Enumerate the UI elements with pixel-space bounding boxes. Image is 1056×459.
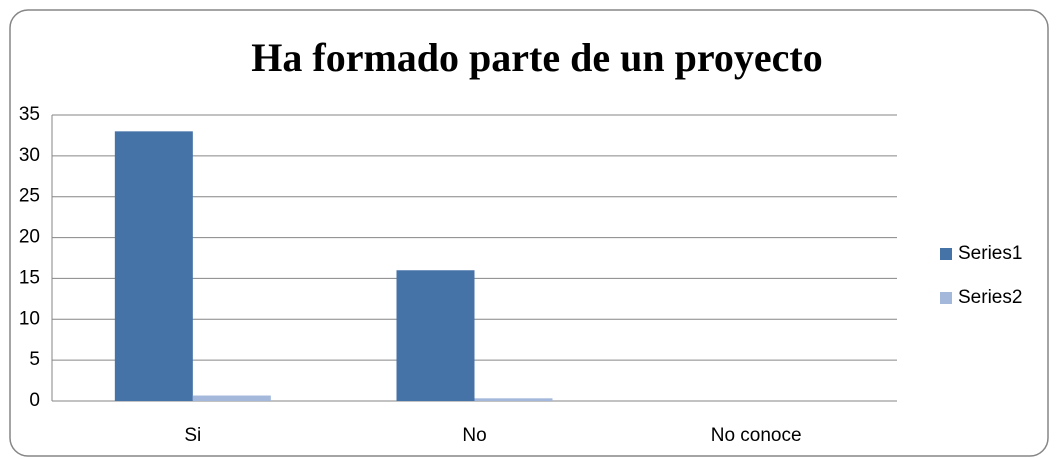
y-tick-label: 30 (19, 145, 40, 166)
y-tick-label: 15 (19, 267, 40, 288)
bar (474, 398, 553, 401)
legend-label: Series1 (958, 243, 1022, 264)
legend-label: Series2 (958, 287, 1022, 308)
y-tick-label: 35 (19, 104, 40, 125)
bar (192, 395, 271, 401)
y-tick-label: 5 (29, 349, 40, 370)
bar (114, 131, 193, 402)
chart-title: Ha formado parte de un proyecto (251, 35, 822, 80)
legend-swatch (940, 248, 952, 260)
bar (396, 270, 475, 401)
chart-frame (9, 9, 1049, 457)
y-tick-label: 25 (19, 186, 40, 207)
x-tick-label: Si (184, 425, 201, 446)
y-tick-label: 10 (19, 308, 40, 329)
x-tick-label: No (462, 425, 486, 446)
y-tick-label: 20 (19, 227, 40, 248)
legend-swatch (940, 292, 952, 304)
y-tick-label: 0 (29, 390, 40, 411)
x-tick-label: No conoce (711, 425, 802, 446)
